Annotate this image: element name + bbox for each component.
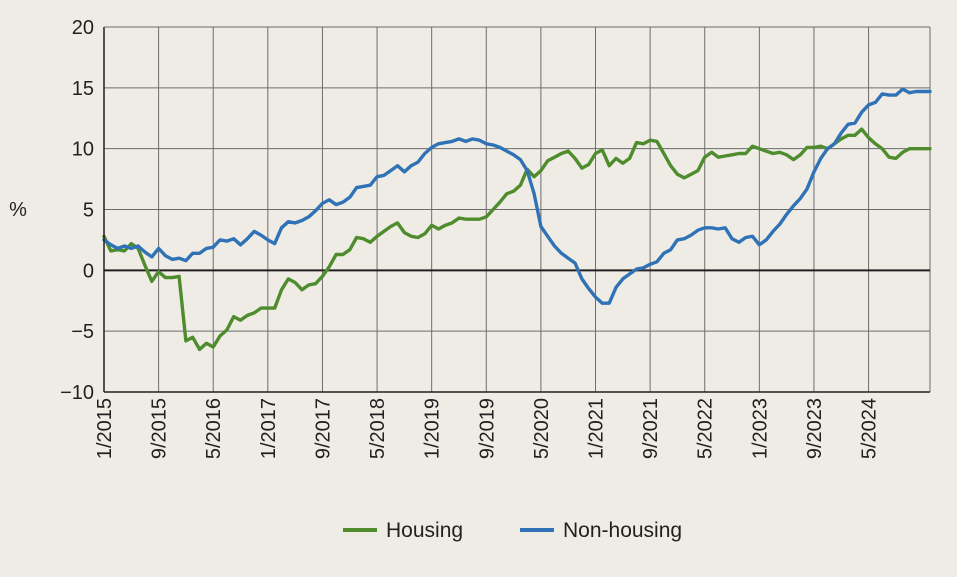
- y-tick-label: 20: [72, 17, 94, 39]
- x-tick-label: 1/2019: [422, 398, 444, 459]
- axes: [103, 26, 930, 393]
- x-tick-label: 5/2024: [859, 398, 881, 459]
- x-tick-label: 1/2021: [586, 398, 608, 459]
- legend-label: Non-housing: [563, 519, 682, 542]
- x-tick-labels: 1/2015 9/2015 5/2016 1/2017 9/2017 5/2018 1/20…: [94, 398, 881, 459]
- x-tick-label: 9/2019: [476, 398, 498, 459]
- x-tick-label: 9/2015: [149, 398, 171, 459]
- x-tick-label: 9/2021: [640, 398, 662, 459]
- x-tick-label: 1/2023: [749, 398, 771, 459]
- legend-label: Housing: [386, 519, 463, 542]
- legend: Housing Non-housing: [343, 519, 682, 542]
- series-line-non-housing: [102, 87, 932, 305]
- y-tick-label: −5: [71, 321, 94, 343]
- x-tick-label: 5/2020: [531, 398, 553, 459]
- y-tick-label: −10: [60, 382, 94, 404]
- y-tick-label: 15: [72, 78, 94, 100]
- y-tick-label: 5: [83, 200, 94, 222]
- x-tick-label: 5/2022: [695, 398, 717, 459]
- x-tick-label: 1/2015: [94, 398, 116, 459]
- x-tick-label: 9/2017: [312, 398, 334, 459]
- y-tick-labels: −10 −5 0 5 10 15 20: [60, 17, 94, 404]
- x-tick-label: 5/2018: [367, 398, 389, 459]
- series-line-housing: [102, 127, 932, 352]
- x-tick-label: 9/2023: [804, 398, 826, 459]
- y-tick-label: 0: [83, 260, 94, 282]
- y-tick-label: 10: [72, 139, 94, 161]
- series-lines: [102, 87, 932, 352]
- x-tick-label: 5/2016: [203, 398, 225, 459]
- y-axis-label: %: [9, 199, 27, 221]
- x-tick-label: 1/2017: [258, 398, 280, 459]
